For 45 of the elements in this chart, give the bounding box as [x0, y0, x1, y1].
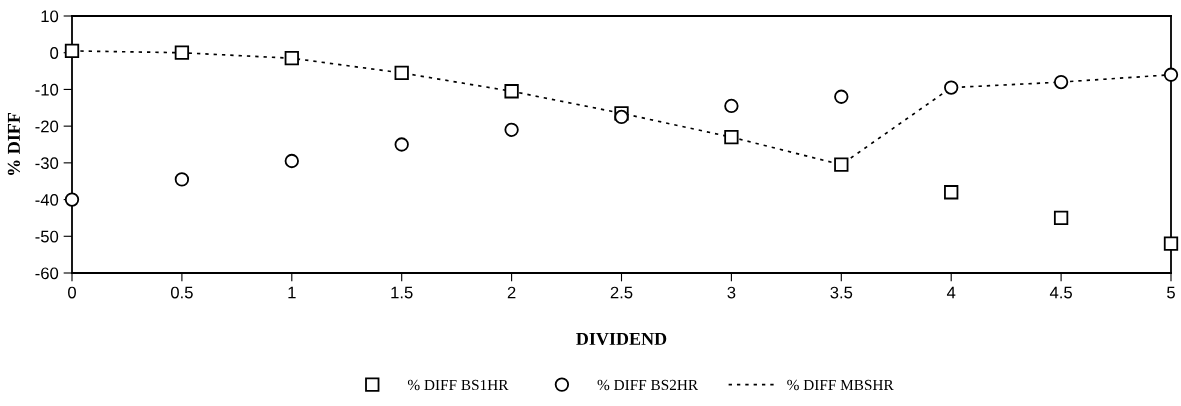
point	[174, 45, 190, 60]
point	[64, 192, 80, 207]
x-tick-label: 5	[1167, 286, 1175, 299]
point	[724, 130, 739, 145]
x-axis-title: DIVIDEND	[576, 332, 667, 346]
point	[504, 122, 519, 137]
legend-label: % DIFF MBSHR	[787, 379, 894, 391]
legend-label: % DIFF BS2HR	[597, 379, 699, 391]
y-tick-label: -40	[35, 193, 59, 206]
y-tick-label: 10	[41, 10, 59, 23]
y-axis-title: % DIFF	[7, 113, 20, 175]
point	[1053, 74, 1069, 90]
point	[834, 89, 849, 104]
point	[284, 51, 299, 66]
x-tick-label: 4	[946, 286, 956, 299]
point	[1053, 210, 1069, 226]
x-tick-label: 3	[727, 286, 736, 299]
y-tick-label: -30	[35, 157, 59, 170]
point	[504, 84, 519, 99]
x-tick-label: 0.5	[170, 286, 193, 299]
point	[614, 109, 629, 125]
point	[834, 157, 849, 172]
point	[944, 185, 959, 200]
x-tick-label: 3.5	[830, 286, 853, 299]
y-tick-label: -10	[35, 83, 59, 96]
point	[1163, 236, 1179, 251]
x-tick-label: 2.5	[610, 286, 633, 299]
y-tick-label: -20	[35, 120, 59, 133]
y-tick-label: 0	[50, 47, 59, 59]
point	[174, 172, 190, 187]
x-tick-label: 1.5	[391, 286, 413, 299]
point	[284, 153, 299, 169]
x-tick-label: 4.5	[1049, 286, 1072, 299]
x-tick-label: 2	[507, 286, 516, 299]
point	[64, 43, 80, 59]
point	[944, 80, 959, 95]
legend-label: % DIFF BS1HR	[407, 379, 509, 391]
x-tick-label: 0	[68, 286, 76, 299]
point	[394, 137, 409, 152]
x-tick-label: 1	[288, 286, 296, 299]
point	[724, 98, 739, 114]
y-tick-label: -60	[35, 267, 59, 280]
point	[394, 65, 409, 81]
y-tick-label: -50	[35, 230, 59, 243]
point	[1163, 67, 1179, 82]
